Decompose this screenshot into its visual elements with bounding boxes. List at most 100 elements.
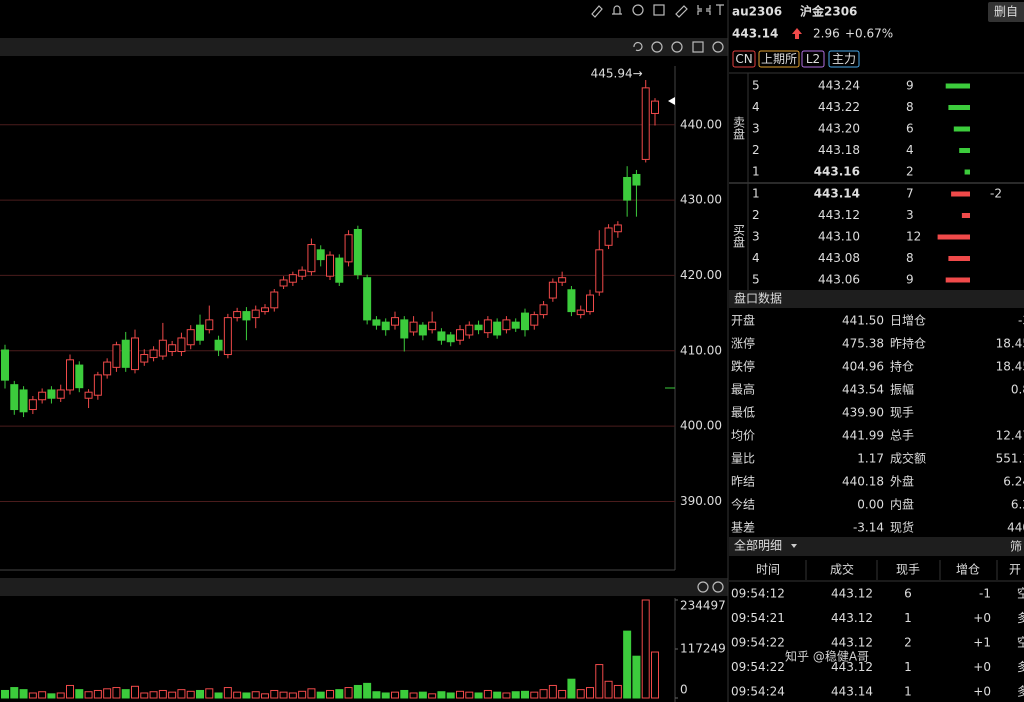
volume-bar <box>456 690 464 699</box>
qty: 2 <box>906 165 914 179</box>
candle-body <box>196 324 204 341</box>
zoom-in-icon[interactable] <box>651 41 663 53</box>
volume-bar <box>567 678 576 699</box>
candle-body <box>409 321 418 333</box>
section-title: 全部明细 <box>734 538 782 553</box>
trade-type: 多 <box>1017 611 1024 625</box>
fullscreen-icon[interactable] <box>697 5 711 15</box>
tag: 主力 <box>832 52 856 66</box>
quote-label: 涨停 <box>731 336 755 351</box>
volume-bar <box>47 693 56 699</box>
candle-body <box>456 329 464 341</box>
quote-value: 440 <box>1007 521 1024 535</box>
alert-icon[interactable] <box>612 5 622 15</box>
volume-bar <box>613 684 622 699</box>
window-icon[interactable] <box>692 41 704 53</box>
candle-body <box>641 87 650 160</box>
candle-body <box>613 224 622 233</box>
level: 3 <box>752 122 760 136</box>
quote-label: 成交额 <box>890 451 926 466</box>
zoom-out-icon[interactable] <box>671 41 683 53</box>
candle-body <box>214 339 223 351</box>
y-tick-label: 0 <box>680 683 688 697</box>
quote-label: 内盘 <box>890 497 914 512</box>
volume-bar <box>10 687 19 699</box>
y-tick-label: 390.00 <box>680 494 722 508</box>
volume-bar <box>474 692 483 699</box>
volume-bar <box>344 687 353 699</box>
volume-bar <box>530 691 539 699</box>
candle-body <box>502 319 511 331</box>
button[interactable] <box>988 2 1024 22</box>
ruler-icon[interactable] <box>675 5 688 18</box>
volume-bar <box>446 692 455 699</box>
tag-box <box>732 50 756 68</box>
volume-bar <box>623 630 632 699</box>
volume-bar <box>196 689 204 699</box>
camera-icon[interactable] <box>653 4 665 16</box>
qty: 7 <box>906 187 914 201</box>
level: 5 <box>752 273 760 287</box>
candle-body <box>335 257 344 283</box>
settings-icon[interactable] <box>712 41 724 53</box>
filter: 筛 <box>1010 539 1022 554</box>
volume-bar <box>270 689 279 699</box>
qty: 4 <box>906 143 914 157</box>
candle-body <box>418 324 427 336</box>
qty-bar <box>953 126 970 132</box>
trade-qty: 2 <box>904 636 912 650</box>
trade-time: 09:54:21 <box>731 611 785 625</box>
candle-body <box>344 234 353 263</box>
quote-label: 最低 <box>731 406 755 420</box>
volume-bar <box>205 688 214 699</box>
quote-value: 0.8 <box>1011 383 1024 397</box>
quote-value: 0.00 <box>857 498 884 512</box>
up-arrow <box>792 28 802 39</box>
candle-body <box>326 254 334 277</box>
candle-body <box>428 321 437 331</box>
trade-price: 443.12 <box>831 611 873 625</box>
trade-price: 443.12 <box>831 660 873 674</box>
volume-bar <box>511 691 520 699</box>
trade-time: 09:54:12 <box>731 587 785 601</box>
candle-body <box>261 307 269 313</box>
close-icon[interactable] <box>697 581 709 593</box>
volume-bar <box>641 599 650 699</box>
volume-bar <box>437 691 446 699</box>
volume-bar <box>651 651 659 699</box>
candle-body <box>288 274 297 283</box>
quote-label: 总手 <box>890 429 914 443</box>
volume-bar <box>66 684 74 699</box>
candle-body <box>38 391 47 401</box>
candle-body <box>307 244 316 273</box>
candle-body <box>651 100 659 114</box>
candle-body <box>483 319 492 334</box>
pin-icon[interactable] <box>716 4 724 15</box>
trades-header <box>729 537 1024 556</box>
trade-oi: +0 <box>973 685 991 699</box>
quote-value: -3.14 <box>853 521 884 535</box>
volume-bar <box>465 691 474 699</box>
candle-body <box>270 291 279 309</box>
volume-bar <box>586 687 594 699</box>
quote-label: 持仓 <box>890 359 914 374</box>
volume-bar <box>326 689 334 699</box>
trade-type: 空 <box>1017 636 1024 650</box>
clock-icon[interactable] <box>632 4 644 16</box>
candle-body <box>103 361 112 376</box>
settings-icon[interactable] <box>712 581 724 593</box>
section-title: 盘口数据 <box>734 291 782 306</box>
candle-body <box>391 317 399 326</box>
volume-bar <box>1 689 9 699</box>
quote-value: 441.50 <box>842 314 884 328</box>
trade-qty: 1 <box>904 685 912 699</box>
undo-icon[interactable] <box>633 41 643 52</box>
candle-body <box>28 399 37 411</box>
draw-icon[interactable] <box>591 5 603 18</box>
candle-body <box>112 344 121 368</box>
candle-body <box>511 321 520 329</box>
level: 2 <box>752 143 760 157</box>
volume-bar <box>418 691 427 699</box>
volume-bar <box>149 691 158 699</box>
